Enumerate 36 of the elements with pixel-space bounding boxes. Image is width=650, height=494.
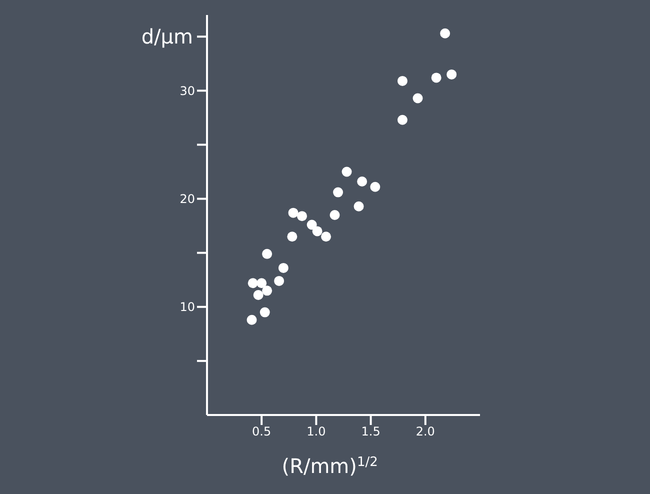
point — [370, 182, 380, 192]
point — [397, 76, 408, 86]
point — [297, 211, 308, 222]
point — [446, 69, 457, 80]
point — [431, 72, 442, 83]
point — [253, 290, 264, 300]
x-axis-title: (R/mm)$^{1/2}$ — [282, 454, 378, 478]
point — [312, 226, 322, 236]
x-tick-label: 1.0 — [306, 424, 326, 439]
point — [248, 278, 258, 288]
point — [333, 187, 344, 198]
point — [342, 166, 352, 177]
y-tick-label: 20 — [180, 192, 195, 206]
y-tick-label: 10 — [180, 300, 195, 314]
point — [287, 232, 298, 242]
point — [262, 248, 272, 259]
x-tick-label: 2.0 — [416, 424, 435, 439]
point — [330, 210, 340, 220]
y-tick-label: 30 — [180, 84, 195, 98]
point — [354, 201, 364, 212]
point — [246, 314, 257, 325]
x-tick-label: 1.5 — [361, 424, 380, 439]
point — [260, 307, 270, 318]
point — [256, 278, 267, 288]
point — [306, 220, 317, 230]
point — [274, 276, 284, 286]
y-axis-title: d/μm — [141, 24, 193, 49]
point — [288, 208, 298, 218]
point — [278, 262, 288, 273]
point — [262, 286, 272, 296]
point — [357, 176, 368, 186]
x-tick-label: 0.5 — [252, 424, 272, 439]
point — [440, 28, 450, 38]
point — [412, 93, 423, 104]
point — [321, 232, 332, 242]
point — [397, 114, 408, 125]
